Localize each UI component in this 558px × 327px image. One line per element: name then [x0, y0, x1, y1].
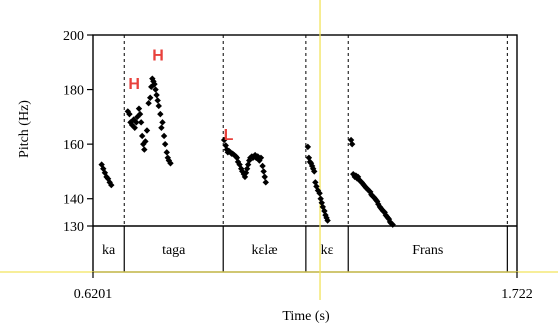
pitch-point [311, 168, 318, 175]
pitch-point [161, 140, 169, 148]
pitch-point [104, 175, 112, 182]
pitch-point [133, 119, 140, 126]
pitch-point [157, 110, 164, 118]
interval-label: kɛ [321, 243, 334, 258]
pitch-point [136, 110, 144, 118]
pitch-point [261, 173, 268, 181]
pitch-point [155, 102, 162, 110]
pitch-point [134, 113, 141, 121]
interval-label: ka [102, 243, 116, 258]
pitch-point [236, 161, 243, 168]
tone-label: L [224, 127, 234, 144]
pitch-point [324, 217, 331, 224]
pitch-point [142, 138, 149, 145]
pitch-point [140, 140, 147, 148]
y-axis-label: Pitch (Hz) [17, 100, 32, 158]
pitch-point [163, 149, 170, 156]
pitch-point [304, 143, 312, 151]
interval-label: taga [162, 243, 186, 258]
pitch-point [167, 160, 174, 167]
pitch-point [147, 94, 154, 101]
pitch-point [152, 86, 159, 93]
pitch-point [141, 146, 148, 153]
interval-boundaries [123, 35, 508, 272]
y-tick-label: 140 [63, 193, 84, 208]
interval-label: kɛlæ [251, 243, 277, 258]
y-tick-label: 180 [63, 84, 84, 99]
pitch-point [316, 190, 323, 197]
pitch-point [257, 154, 265, 161]
pitch-point [389, 221, 396, 228]
pitch-point [159, 119, 166, 126]
x-tick-label: 1.722 [501, 287, 533, 302]
pitch-point [131, 124, 138, 131]
pitch-point [137, 119, 145, 126]
pitch-point [242, 169, 250, 176]
plot-border [92, 34, 518, 273]
x-axis-ticks: 0.6201 1.722 [74, 272, 533, 302]
tone-label: H [128, 76, 140, 93]
interval-label: Frans [412, 243, 443, 258]
y-tick-label: 130 [63, 220, 84, 235]
pitch-point [367, 188, 374, 196]
pitch-point [124, 108, 132, 115]
tone-label: H [152, 48, 164, 65]
pitch-point [126, 110, 133, 118]
tone-labels: HH L [128, 48, 233, 144]
pitch-point [158, 124, 165, 131]
pitch-point [160, 132, 168, 140]
x-axis-label: Time (s) [282, 309, 330, 324]
pitch-point [151, 80, 158, 88]
pitch-point [153, 91, 160, 99]
pitch-point [135, 105, 143, 112]
pitch-point [145, 100, 152, 107]
y-axis-ticks: 200 180 160 140 130 [63, 29, 93, 235]
pitch-point [138, 132, 146, 140]
pitch-point [154, 97, 161, 104]
interval-labels: ka taga kɛlæ kɛ Frans [102, 243, 443, 258]
pitch-point [348, 140, 356, 148]
plot-frame [92, 34, 518, 273]
pitch-point [381, 209, 388, 216]
pitch-point [108, 181, 115, 189]
pitch-point [103, 173, 110, 181]
pitch-point [234, 158, 242, 166]
x-tick-label: 0.6201 [74, 287, 113, 302]
pitch-point [150, 78, 157, 85]
pitch-point [246, 157, 253, 164]
pitch-point [259, 162, 266, 170]
pitch-points [98, 75, 396, 228]
pitch-point [220, 136, 228, 144]
pitch-point [143, 127, 151, 134]
pitch-point [262, 179, 269, 186]
y-tick-label: 160 [63, 138, 84, 153]
pitch-point [256, 157, 263, 164]
y-tick-label: 200 [63, 29, 84, 44]
pitch-point [98, 161, 105, 168]
pitch-point [260, 168, 267, 175]
